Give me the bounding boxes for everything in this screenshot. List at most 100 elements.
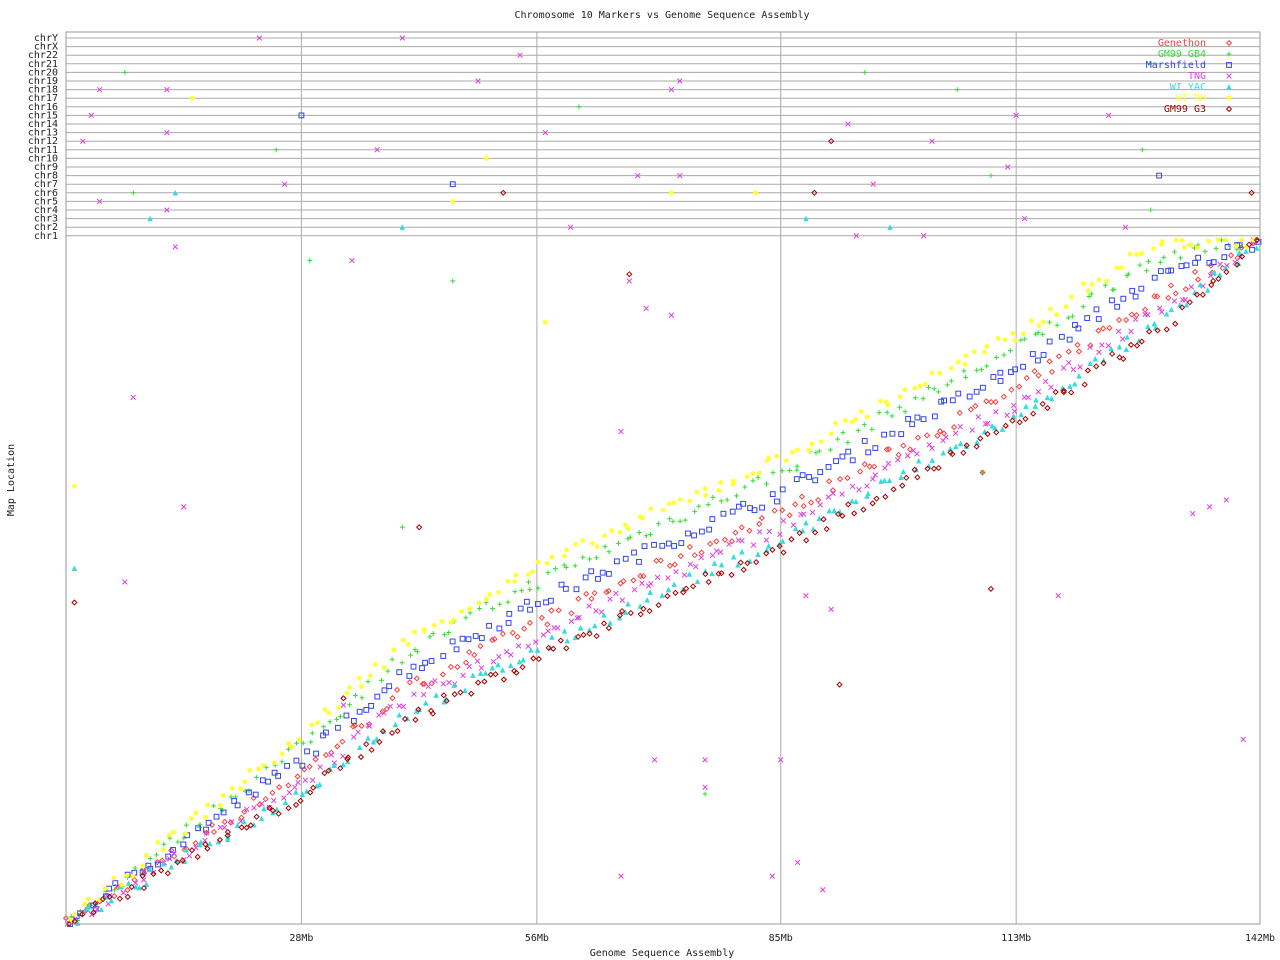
series-point	[835, 510, 842, 518]
chr-label: chr10	[28, 153, 58, 164]
series-point	[619, 597, 626, 604]
off-chromosome-point	[677, 78, 683, 84]
legend-entry: GM99 G3	[1164, 104, 1206, 115]
series-gm99-g3	[66, 236, 1261, 928]
series-point	[864, 414, 870, 420]
series-point	[368, 673, 373, 679]
series-point	[603, 588, 610, 596]
series-point	[920, 396, 926, 401]
series-point	[1048, 306, 1053, 312]
series-point	[1144, 268, 1149, 274]
series-point	[950, 424, 958, 431]
series-point	[720, 510, 727, 517]
series-point	[1127, 341, 1135, 348]
series-point	[845, 448, 852, 455]
series-point	[562, 585, 569, 592]
series-point	[931, 386, 937, 392]
outlier-point	[626, 271, 633, 278]
series-point	[800, 502, 807, 510]
series-point	[547, 597, 554, 604]
series-point	[489, 664, 496, 671]
series-point	[794, 463, 800, 469]
series-point	[987, 398, 995, 406]
series-point	[421, 680, 428, 687]
series-point	[495, 661, 501, 668]
series-point	[312, 756, 319, 763]
outlier-point	[651, 757, 658, 763]
series-point	[562, 553, 567, 559]
series-point	[271, 769, 278, 776]
series-point	[807, 499, 815, 506]
series-point	[849, 498, 855, 504]
series-point	[1023, 374, 1030, 382]
series-point	[923, 381, 928, 387]
off-chromosome-point	[517, 52, 523, 58]
series-point	[564, 547, 570, 553]
series-point	[593, 608, 599, 614]
series-point	[898, 474, 904, 480]
off-chromosome-point	[164, 207, 170, 213]
series-point	[564, 637, 571, 644]
series-point	[639, 580, 645, 587]
series-point	[396, 669, 403, 676]
series-point	[878, 398, 883, 404]
series-point	[648, 531, 653, 537]
series-point	[1096, 349, 1102, 356]
series-point	[853, 498, 859, 505]
series-point	[1099, 342, 1105, 348]
series-point	[680, 589, 687, 596]
series-point	[1146, 258, 1151, 264]
series-point	[826, 507, 833, 514]
series-point	[648, 581, 654, 587]
series-point	[940, 449, 947, 456]
series-point	[1081, 281, 1086, 286]
series-point	[575, 595, 582, 602]
series-point	[1253, 245, 1260, 251]
chr-label: chr3	[34, 214, 58, 225]
series-point	[315, 720, 320, 726]
series-point	[573, 586, 580, 593]
series-point	[619, 607, 626, 615]
series-point	[900, 468, 907, 475]
off-chromosome-point	[1156, 172, 1162, 179]
series-point	[202, 841, 209, 848]
series-point	[519, 664, 526, 671]
series-point	[381, 710, 387, 716]
series-point	[869, 476, 876, 482]
series-point	[849, 419, 855, 425]
series-point	[471, 651, 478, 659]
series-point	[759, 504, 765, 511]
series-point	[1133, 342, 1141, 349]
series-point	[671, 500, 677, 506]
legend-marker	[1226, 51, 1232, 57]
series-point	[897, 404, 902, 410]
series-point	[845, 440, 851, 445]
series-point	[534, 601, 541, 607]
series-point	[591, 589, 598, 597]
series-point	[132, 880, 139, 886]
chr-label: chr21	[28, 59, 58, 70]
series-point	[651, 541, 657, 548]
series-point	[490, 658, 497, 665]
series-point	[419, 665, 425, 671]
outlier-point	[702, 784, 708, 790]
series-point	[698, 549, 705, 556]
series-point	[304, 748, 310, 755]
series-point	[872, 472, 879, 478]
series-point	[1233, 243, 1239, 249]
series-point	[379, 677, 385, 683]
series-point	[520, 656, 526, 663]
series-point	[902, 387, 908, 393]
outlier-point	[777, 757, 784, 763]
series-point	[431, 623, 437, 628]
series-point	[108, 897, 115, 904]
series-point	[443, 697, 450, 704]
series-point	[1178, 304, 1186, 311]
series-point	[883, 446, 890, 453]
series-point	[447, 663, 454, 671]
series-point	[550, 645, 557, 652]
series-point	[744, 474, 750, 479]
series-point	[995, 335, 1001, 341]
series-point	[72, 911, 78, 917]
